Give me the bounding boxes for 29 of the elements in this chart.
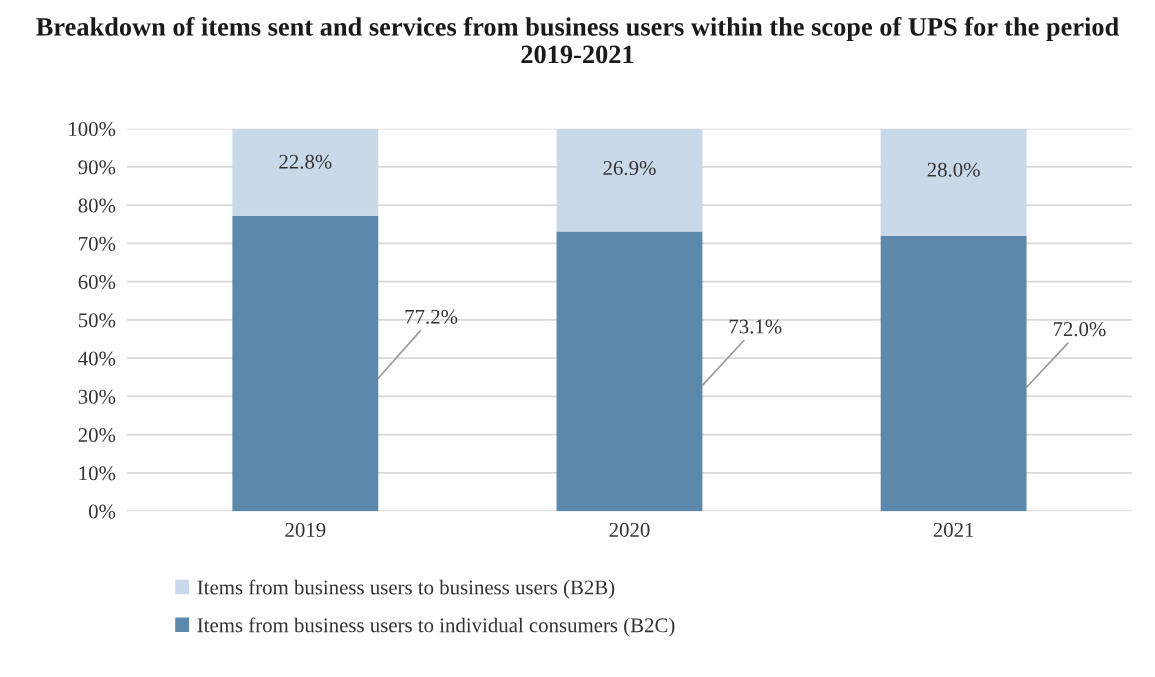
y-tick-label: 50%	[78, 313, 116, 328]
y-tick-label: 100%	[69, 122, 116, 137]
y-tick-label: 0%	[88, 504, 116, 519]
bar	[880, 128, 1027, 236]
y-tick-label: 60%	[78, 275, 116, 290]
data-label: 26.9%	[603, 160, 656, 176]
data-label: 73.1%	[729, 319, 782, 334]
bar	[232, 128, 379, 216]
y-tick-label: 30%	[78, 389, 116, 404]
y-tick-label: 40%	[78, 351, 116, 366]
data-label: 22.8%	[279, 154, 332, 169]
x-tick-label: 2021	[933, 522, 974, 537]
bar	[880, 235, 1027, 512]
data-label: 77.2%	[405, 309, 458, 324]
chart-title: Breakdown of items sent and services from business users within the scope of UPS for the period 2019-2021	[36, 16, 1119, 64]
y-tick-label: 90%	[78, 160, 116, 175]
y-tick-label: 80%	[78, 198, 116, 213]
y-tick-label: 20%	[78, 428, 116, 443]
data-label: 72.0%	[1053, 322, 1106, 337]
bar	[556, 128, 703, 232]
y-tick-label: 70%	[79, 236, 116, 251]
bar	[556, 231, 703, 512]
x-tick-label: 2019	[285, 522, 326, 537]
legend-label: Items from business users to individual consumers (B2C)	[197, 617, 675, 637]
x-tick-label: 2020	[609, 522, 650, 537]
bar	[232, 215, 379, 512]
y-tick-label: 10%	[79, 466, 116, 481]
data-label: 28.0%	[927, 162, 980, 177]
legend-label: Items from business users to business users (B2B)	[197, 579, 615, 599]
